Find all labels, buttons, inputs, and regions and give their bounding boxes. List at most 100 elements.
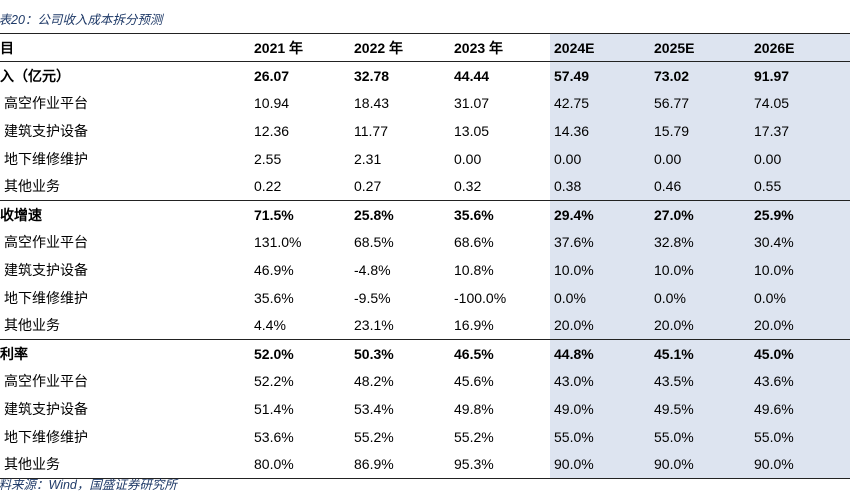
value-cell: 90.0% (650, 450, 750, 479)
value-cell: 44.44 (454, 67, 490, 84)
value-cell: 31.07 (454, 95, 490, 112)
value-cell: 0.27 (354, 178, 382, 195)
row-label: 建筑支护设备 (4, 261, 88, 278)
value-cell: 51.4% (254, 400, 294, 417)
value-cell: 0.0% (650, 283, 750, 312)
value-cell: 25.9% (750, 199, 850, 229)
value-cell: 30.4% (750, 228, 850, 257)
value-cell: 0.38 (550, 172, 650, 201)
value-cell: 32.8% (650, 228, 750, 257)
value-cell: -100.0% (454, 289, 507, 306)
value-cell: 45.0% (750, 338, 850, 368)
source-note: 资料来源：Wind，国盛证券研究所 (0, 478, 177, 492)
value-cell: 42.75 (550, 89, 650, 118)
value-cell: 131.0% (254, 234, 302, 251)
row-label: 其他业务 (4, 317, 60, 334)
value-cell: 14.36 (550, 117, 650, 145)
value-cell: 91.97 (750, 61, 850, 90)
value-cell: 10.0% (550, 256, 650, 284)
header-cell: 2021 年 (250, 33, 350, 62)
value-cell: 35.6% (450, 199, 550, 229)
value-cell: 0.00 (750, 144, 850, 173)
value-cell: 10.0% (650, 256, 750, 284)
item-row: 其他业务 80.0% 86.9% 95.3% 90.0% 90.0% 90.0% (0, 450, 850, 479)
item-row: 高空作业平台 52.2% 48.2% 45.6% 43.0% 43.5% 43.6% (0, 367, 850, 396)
value-cell: 73.02 (650, 61, 750, 90)
value-cell: 43.5% (650, 367, 750, 396)
value-cell: 45.6% (454, 373, 494, 390)
value-cell: 29.4% (550, 199, 650, 229)
value-cell: 10.94 (254, 95, 290, 112)
item-row: 地下维修维护 2.55 2.31 0.00 0.00 0.00 0.00 (0, 144, 850, 173)
value-cell: 37.6% (550, 228, 650, 257)
row-label: 建筑支护设备 (4, 400, 88, 417)
value-cell: 0.0% (750, 283, 850, 312)
value-cell: 32.78 (354, 67, 390, 84)
value-cell: 43.6% (750, 367, 850, 396)
value-cell: 49.8% (454, 400, 494, 417)
row-label: 高空作业平台 (4, 95, 88, 112)
value-cell: 23.1% (354, 317, 394, 334)
value-cell: 10.8% (454, 261, 494, 278)
value-cell: 0.00 (650, 144, 750, 173)
header-cell: 2023 年 (450, 33, 550, 62)
value-cell: 86.9% (350, 450, 450, 479)
row-label: 营收增速 (0, 199, 250, 229)
item-row: 地下维修维护 35.6% -9.5% -100.0% 0.0% 0.0% 0.0% (0, 283, 850, 312)
value-cell: 56.77 (650, 89, 750, 118)
value-cell: 43.0% (550, 367, 650, 396)
value-cell: 17.37 (750, 117, 850, 145)
value-cell: 55.0% (650, 422, 750, 451)
header-cell: 2022 年 (350, 33, 450, 62)
row-label: 收入（亿元） (0, 67, 70, 84)
value-cell: 27.0% (650, 199, 750, 229)
header-cell: 项目 (0, 33, 250, 62)
value-cell: 20.0% (650, 311, 750, 340)
row-label: 高空作业平台 (4, 373, 88, 390)
value-cell: 46.5% (450, 338, 550, 368)
header-cell: 2024E (550, 33, 650, 62)
value-cell: 20.0% (750, 311, 850, 340)
value-cell: 15.79 (650, 117, 750, 145)
value-cell: 0.00 (550, 144, 650, 173)
row-label: 地下维修维护 (4, 428, 88, 445)
value-cell: 16.9% (454, 317, 494, 334)
section-row: 毛利率52.0%50.3%46.5%44.8%45.1%45.0% (0, 338, 850, 368)
figure-title: 图表20：公司收入成本拆分预测 (0, 13, 163, 27)
item-row: 建筑支护设备 51.4% 53.4% 49.8% 49.0% 49.5% 49.6% (0, 395, 850, 423)
value-cell: 49.6% (750, 395, 850, 423)
value-cell: 55.2% (454, 428, 494, 445)
row-label: 建筑支护设备 (4, 122, 88, 139)
value-cell: 11.77 (354, 122, 388, 139)
value-cell: 90.0% (750, 450, 850, 479)
value-cell: 0.46 (650, 172, 750, 201)
item-row: 高空作业平台 131.0% 68.5% 68.6% 37.6% 32.8% 30.4% (0, 228, 850, 257)
header-cell: 2025E (650, 33, 750, 62)
value-cell: 55.0% (750, 422, 850, 451)
value-cell: 18.43 (354, 95, 390, 112)
value-cell: 0.0% (550, 283, 650, 312)
value-cell: 53.4% (354, 400, 394, 417)
header-cell: 2026E (750, 33, 850, 62)
value-cell: 95.3% (450, 450, 550, 479)
value-cell: 35.6% (254, 289, 294, 306)
value-cell: 71.5% (250, 199, 350, 229)
item-row: 建筑支护设备 12.36 11.77 13.05 14.36 15.79 17.37 (0, 117, 850, 145)
section-row: 营收增速71.5%25.8%35.6%29.4%27.0%25.9% (0, 199, 850, 229)
value-cell: 55.0% (550, 422, 650, 451)
value-cell: -4.8% (354, 261, 391, 278)
value-cell: 0.22 (254, 178, 282, 195)
value-cell: 12.36 (254, 122, 290, 139)
row-label: 其他业务 (4, 178, 60, 195)
value-cell: 50.3% (350, 338, 450, 368)
value-cell: 52.0% (250, 338, 350, 368)
item-row: 其他业务 4.4% 23.1% 16.9% 20.0% 20.0% 20.0% (0, 311, 850, 340)
value-cell: 68.5% (354, 234, 394, 251)
item-row: 高空作业平台 10.94 18.43 31.07 42.75 56.77 74.05 (0, 89, 850, 118)
value-cell: 52.2% (254, 373, 294, 390)
item-row: 建筑支护设备 46.9% -4.8% 10.8% 10.0% 10.0% 10.0% (0, 256, 850, 284)
value-cell: 13.05 (454, 122, 490, 139)
